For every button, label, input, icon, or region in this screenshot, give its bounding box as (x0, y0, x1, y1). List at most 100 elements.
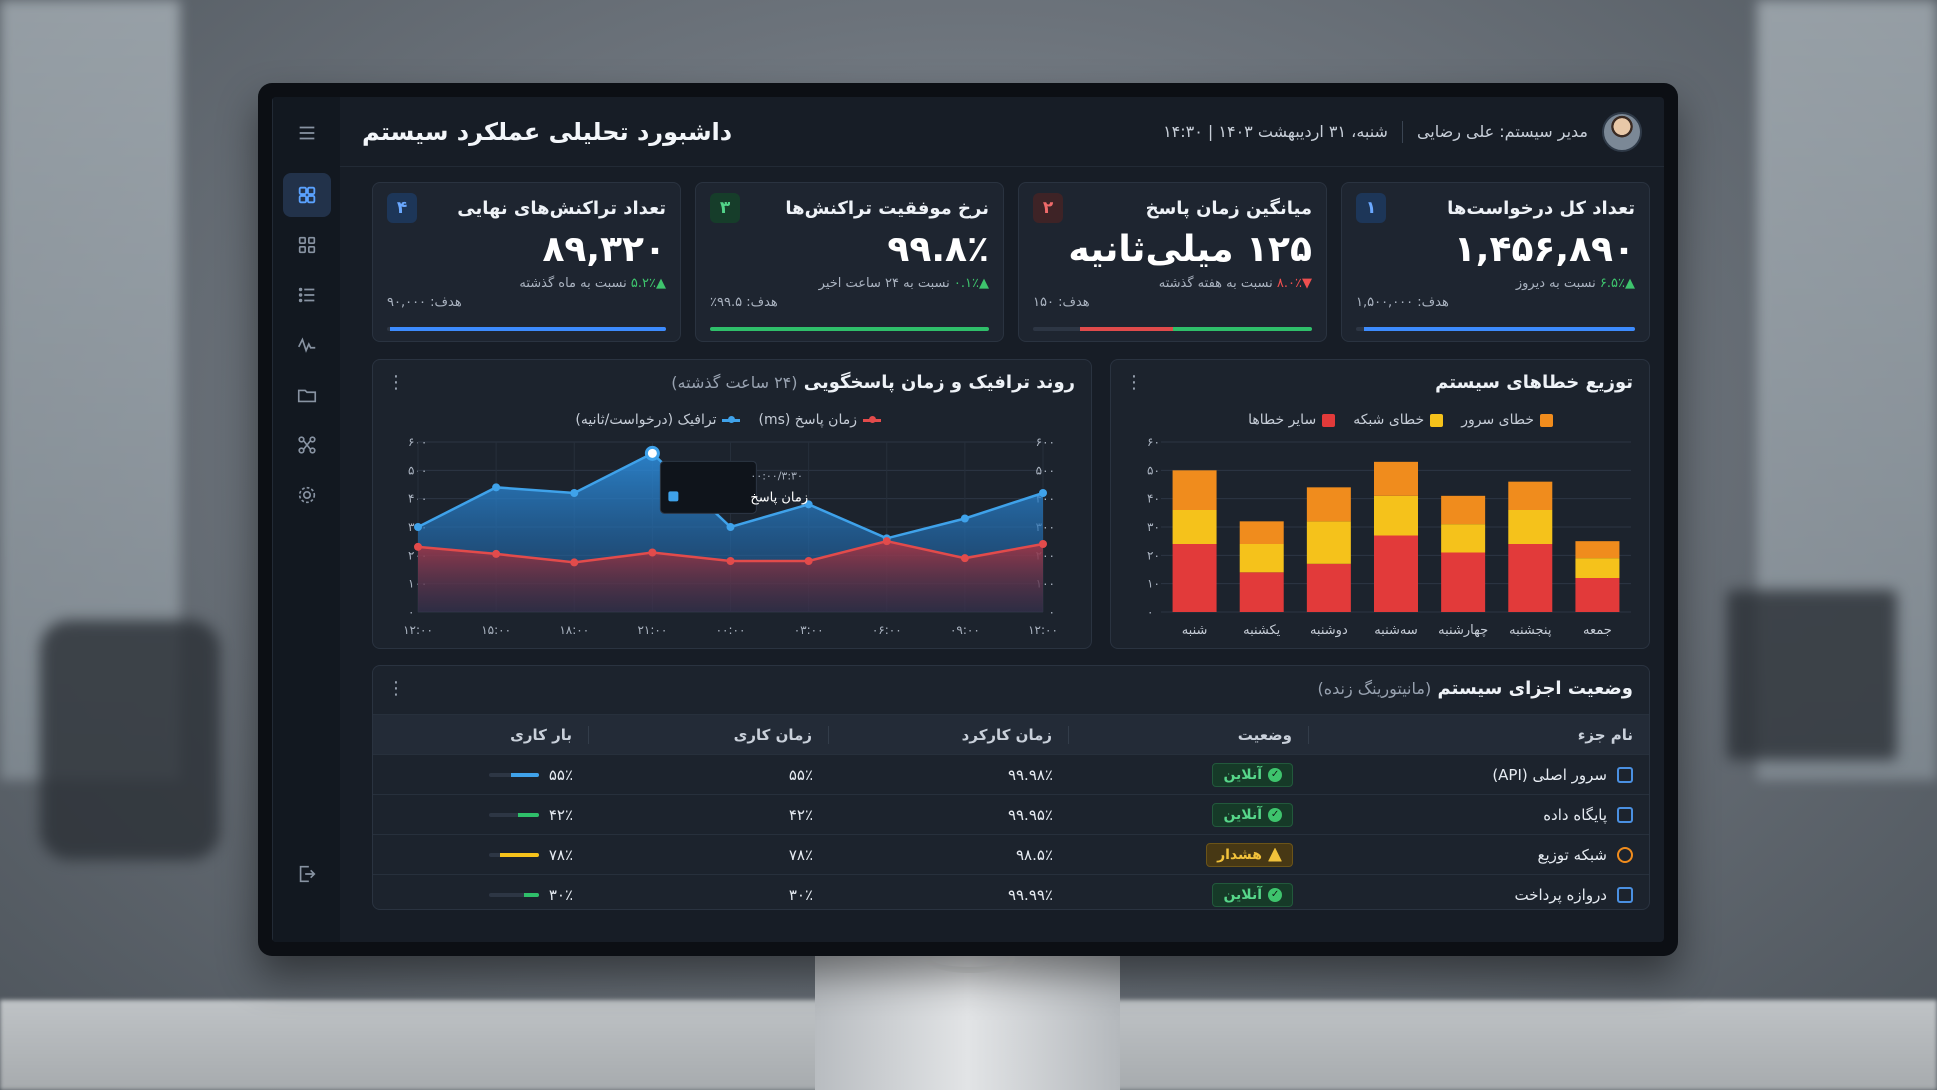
y-tick-label: ۴۰ (1147, 492, 1160, 506)
bar-segment[interactable] (1575, 558, 1620, 578)
kpi-header: تعداد کل درخواست‌ها ۱ (1356, 193, 1635, 223)
work-time-cell: ۷۸٪ (788, 845, 813, 864)
data-point[interactable] (492, 483, 501, 492)
kpi-card[interactable]: تعداد تراکنش‌های نهایی ۴ ۸۹,۳۲۰ ▲۵.۲٪ نسبت … (372, 182, 681, 342)
bar-segment[interactable] (1374, 495, 1418, 536)
kpi-card[interactable]: نرخ موفقیت تراکنش‌ها ۳ ۹۹.۸٪ ▲۰.۱٪ نسبت به … (695, 182, 1004, 342)
data-point[interactable] (1039, 540, 1047, 548)
x-tick-label: شنبه (1182, 623, 1208, 638)
bar-segment[interactable] (1172, 544, 1217, 612)
legend-item[interactable]: زمان پاسخ (ms) (758, 412, 881, 428)
table-row[interactable]: دروازه پرداخت ✓ آنلاین ۹۹.۹۹٪ ۳۰٪ ۳۰٪ (373, 874, 1649, 909)
bar-segment[interactable] (1575, 578, 1620, 612)
sidebar-item-network[interactable] (283, 423, 331, 467)
data-point[interactable] (570, 489, 579, 497)
x-tick-label: چهارشنبه (1438, 623, 1488, 638)
bar-segment[interactable] (1306, 487, 1351, 522)
load-value: ۳۰٪ (548, 885, 573, 904)
x-tick-label: یکشنبه (1243, 623, 1281, 638)
traffic-more-icon[interactable]: ⋮ (387, 372, 405, 393)
kpi-target: هدف: ۹۹.۵٪ (710, 295, 778, 310)
y-tick-label-right: ۶۰۰ (1036, 435, 1055, 449)
sidebar-item-folder[interactable] (283, 373, 331, 417)
bar-segment[interactable] (1239, 521, 1284, 544)
bar-segment[interactable] (1441, 524, 1486, 553)
sidebar-item-grid[interactable] (283, 223, 331, 267)
bar-segment[interactable] (1239, 572, 1284, 612)
y-tick-label: ۰ (408, 605, 414, 619)
column-header[interactable]: زمان کارکرد (829, 725, 1069, 744)
bar-segment[interactable] (1441, 552, 1486, 613)
monitor-stand-ring (925, 945, 1015, 973)
traffic-panel: روند ترافیک و زمان پاسخگویی (۲۴ ساعت گذش… (372, 359, 1092, 649)
data-point[interactable] (492, 549, 501, 558)
bar-segment[interactable] (1508, 510, 1553, 544)
data-point[interactable] (726, 523, 735, 531)
work-time-cell: ۳۰٪ (788, 885, 813, 904)
legend-label: سایر خطاها (1248, 412, 1317, 428)
bar-segment[interactable] (1508, 481, 1553, 510)
x-tick-label: ۱۲:۰۰ (403, 623, 433, 637)
sidebar-item-dashboard[interactable] (282, 173, 331, 217)
bar-segment[interactable] (1374, 461, 1418, 496)
data-point[interactable] (882, 537, 891, 546)
bar-segment[interactable] (1306, 521, 1351, 564)
legend-item[interactable]: ترافیک (درخواست/ثانیه) (575, 412, 741, 428)
check-circle-icon: ✓ (1268, 767, 1282, 782)
kpi-value: ۸۹,۳۲۰ (542, 229, 666, 270)
bar-segment[interactable] (1239, 544, 1284, 573)
errors-panel: توزیع خطاهای سیستم ⋮ خطای سرور خطای شبکه س… (1110, 359, 1650, 649)
kpi-delta: ▲۵.۲٪ نسبت به ماه گذشته (387, 276, 666, 291)
components-more-icon[interactable]: ⋮ (387, 678, 405, 699)
kpi-trend-arrow: ▼ (1302, 276, 1312, 291)
kpi-card[interactable]: میانگین زمان پاسخ ۲ ۱۲۵ میلی‌ثانیه ▼۸.۰٪ نس… (1018, 182, 1327, 342)
data-point[interactable] (570, 558, 579, 567)
logout-button[interactable] (283, 852, 331, 896)
bar-segment[interactable] (1172, 510, 1217, 544)
bar-segment[interactable] (1172, 470, 1217, 510)
uptime-cell: ۹۸.۵٪ (1016, 845, 1053, 864)
y-tick-label: ۶۰ (1147, 435, 1160, 449)
column-header[interactable]: وضعیت (1069, 725, 1309, 744)
avatar[interactable] (1602, 111, 1642, 152)
column-header[interactable]: بار کاری (373, 725, 589, 744)
status-text: آنلاین (1223, 886, 1262, 903)
hamburger-menu-icon[interactable] (283, 111, 331, 155)
bar-segment[interactable] (1575, 541, 1620, 559)
table-row[interactable]: پایگاه داده ✓ آنلاین ۹۹.۹۵٪ ۴۲٪ ۴۲٪ (373, 794, 1649, 834)
data-point[interactable] (414, 523, 422, 531)
bar-segment[interactable] (1374, 535, 1418, 613)
component-name: سرور اصلی (API) (1492, 765, 1607, 784)
kpi-card[interactable]: تعداد کل درخواست‌ها ۱ ۱,۴۵۶,۸۹۰ ▲۶.۵٪ نسبت … (1341, 182, 1650, 342)
legend-item[interactable]: سایر خطاها (1248, 412, 1336, 428)
column-header[interactable]: نام جزء (1577, 725, 1633, 744)
kpi-trend-arrow: ▲ (656, 276, 666, 291)
column-header[interactable]: زمان کاری (589, 725, 829, 744)
data-point[interactable] (648, 548, 657, 557)
sidebar-item-list[interactable] (283, 273, 331, 317)
component-name: پایگاه داده (1543, 805, 1607, 824)
bar-segment[interactable] (1508, 544, 1553, 612)
data-point[interactable] (726, 557, 735, 565)
data-point[interactable] (960, 514, 969, 523)
data-point[interactable] (804, 557, 813, 565)
table-row[interactable]: سرور اصلی (API) ✓ آنلاین ۹۹.۹۸٪ ۵۵٪ ۵۵٪ (373, 754, 1649, 794)
legend-item[interactable]: خطای سرور (1461, 412, 1553, 428)
highlighted-point[interactable] (644, 445, 660, 461)
errors-more-icon[interactable]: ⋮ (1125, 372, 1143, 393)
status-cell: هشدار (1069, 842, 1309, 867)
bar-segment[interactable] (1441, 495, 1486, 525)
load-bar-fill (511, 772, 539, 777)
data-point[interactable] (414, 542, 422, 551)
table-row[interactable]: شبکه توزیع هشدار ۹۸.۵٪ ۷۸٪ ۷۸٪ (373, 834, 1649, 874)
load-cell: ۴۲٪ (373, 806, 589, 824)
sidebar-item-activity[interactable] (283, 323, 331, 367)
data-point[interactable] (1039, 489, 1047, 497)
legend-label: زمان پاسخ (ms) (758, 412, 857, 428)
y-tick-label-right: ۰ (1049, 605, 1055, 619)
sidebar-item-settings[interactable] (283, 473, 331, 517)
data-point[interactable] (960, 554, 969, 563)
bar-segment[interactable] (1306, 563, 1351, 612)
legend-item[interactable]: خطای شبکه (1353, 412, 1444, 428)
data-point[interactable] (804, 500, 813, 509)
